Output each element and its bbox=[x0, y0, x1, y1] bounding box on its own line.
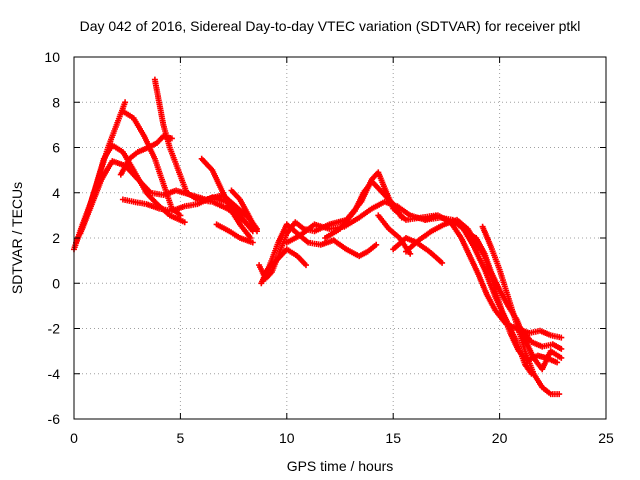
x-tick-label: 10 bbox=[279, 430, 295, 446]
y-tick-label: -6 bbox=[48, 411, 61, 427]
axes-layer: 0 5 10 15 20 25 -6 -4 -2 0 2 4 6 8 10 bbox=[44, 49, 614, 446]
data-points bbox=[262, 246, 309, 275]
series-track-13 bbox=[262, 246, 309, 275]
data-points bbox=[322, 178, 405, 241]
series-layer bbox=[71, 76, 565, 398]
y-axis-label: SDTVAR / TECUs bbox=[9, 182, 25, 294]
x-tick-label: 0 bbox=[70, 430, 78, 446]
series-track-9 bbox=[213, 221, 256, 246]
series-track-10 bbox=[228, 187, 260, 235]
y-tick-label: 6 bbox=[52, 140, 60, 156]
x-tick-label: 15 bbox=[385, 430, 401, 446]
data-points bbox=[479, 223, 563, 398]
data-points bbox=[198, 155, 254, 241]
series-track-6 bbox=[117, 133, 175, 178]
data-points bbox=[228, 187, 260, 235]
chart-title: Day 042 of 2016, Sidereal Day-to-day VTE… bbox=[80, 18, 581, 34]
series-track-21 bbox=[479, 223, 563, 398]
series-track-7 bbox=[119, 194, 256, 235]
data-points bbox=[213, 221, 256, 246]
y-tick-label: 8 bbox=[52, 94, 60, 110]
x-tick-label: 5 bbox=[177, 430, 185, 446]
data-points bbox=[517, 325, 565, 352]
data-points bbox=[119, 108, 184, 219]
y-tick-label: -2 bbox=[48, 321, 61, 337]
series-track-4 bbox=[119, 108, 184, 219]
y-tick-label: 10 bbox=[44, 49, 60, 65]
y-tick-label: -4 bbox=[48, 366, 61, 382]
x-tick-label: 25 bbox=[598, 430, 614, 446]
x-axis-label: GPS time / hours bbox=[287, 458, 394, 474]
y-tick-label: 0 bbox=[52, 275, 60, 291]
y-tick-label: 4 bbox=[52, 185, 60, 201]
y-tick-label: 2 bbox=[52, 230, 60, 246]
data-points bbox=[117, 133, 175, 178]
data-points bbox=[119, 194, 256, 235]
series-track-15 bbox=[322, 178, 405, 241]
x-tick-label: 20 bbox=[492, 430, 508, 446]
series-track-8 bbox=[198, 155, 254, 241]
series-track-22 bbox=[517, 325, 565, 352]
